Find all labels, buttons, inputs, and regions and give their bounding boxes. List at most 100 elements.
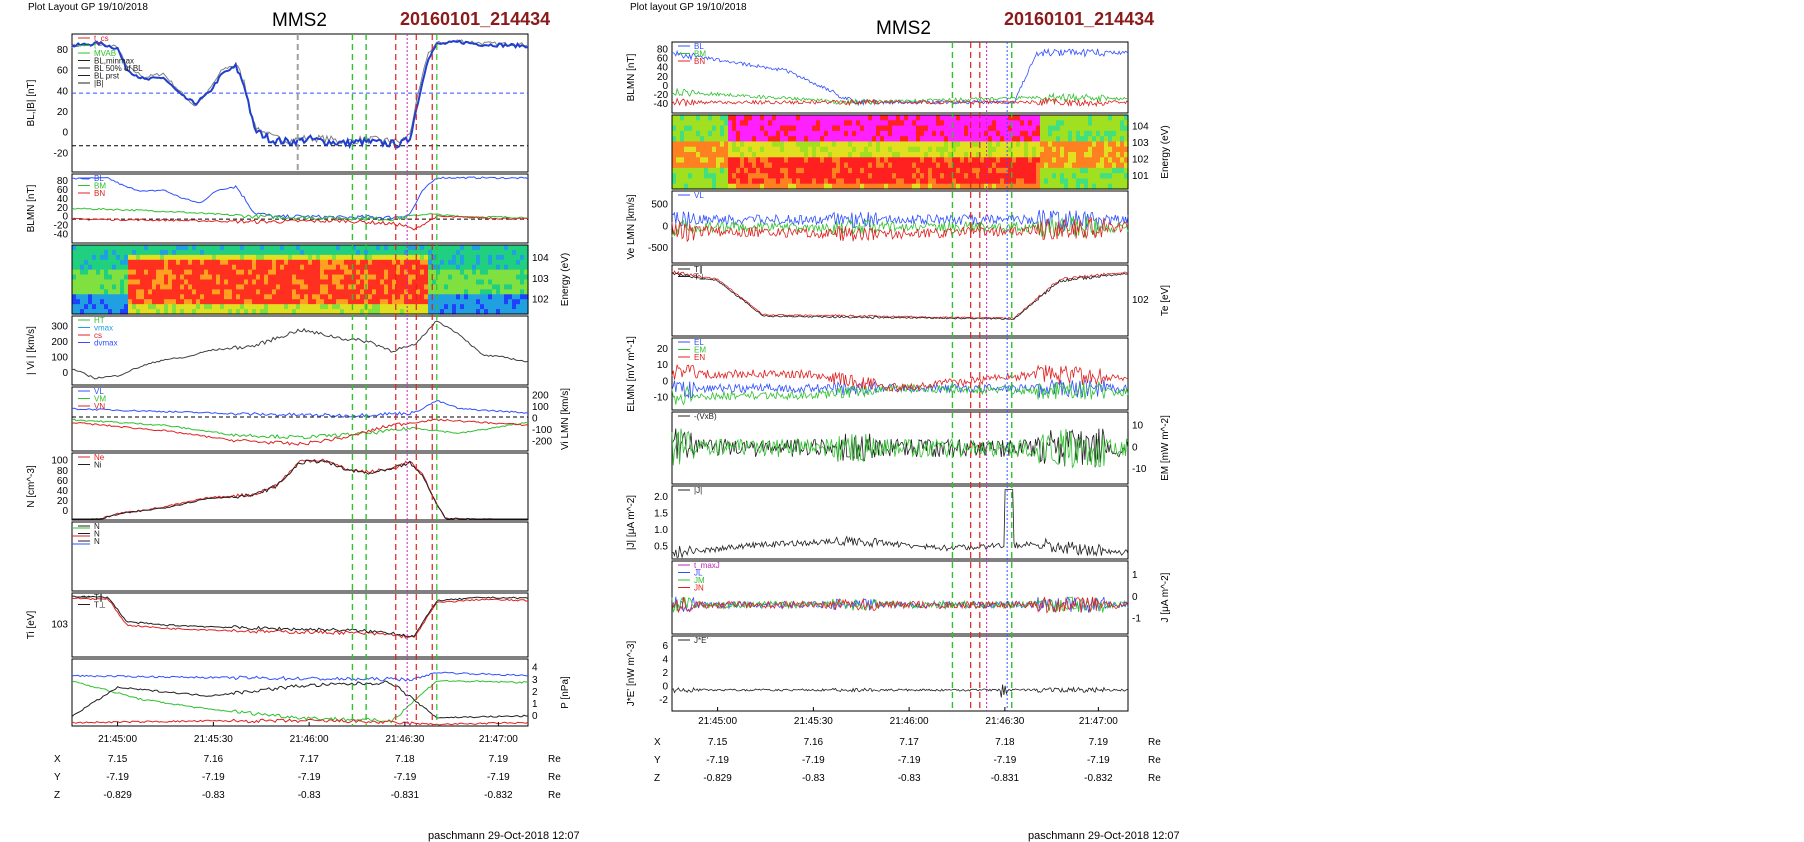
left-ion-energy-spectrogram-cell: [320, 289, 325, 295]
left-ion-energy-spectrogram-cell: [84, 264, 89, 271]
left-ion-energy-spectrogram-cell: [372, 245, 377, 251]
left-ion-energy-spectrogram-cell: [252, 245, 257, 251]
left-ion-energy-spectrogram-cell: [260, 284, 265, 290]
right-electron-energy-spectrogram-cell: [716, 157, 721, 164]
right-electron-energy-spectrogram-cell: [1076, 141, 1081, 148]
right-electron-energy-spectrogram-cell: [880, 183, 885, 190]
left-ion-energy-spectrogram-cell: [504, 274, 509, 281]
right-electron-energy-spectrogram-cell: [692, 120, 697, 127]
right-electron-energy-spectrogram-cell: [1064, 130, 1069, 137]
left-ion-energy-spectrogram-cell: [148, 245, 153, 251]
left-ion-energy-spectrogram-cell: [292, 274, 297, 281]
right-electron-energy-spectrogram-cell: [876, 167, 881, 174]
left-ion-energy-spectrogram-cell: [364, 269, 369, 276]
right-electron-energy-spectrogram-cell: [1000, 183, 1005, 190]
right-electron-energy-spectrogram-cell: [1092, 130, 1097, 137]
right-electron-energy-spectrogram-cell: [808, 120, 813, 127]
left-ion-energy-spectrogram-cell: [508, 249, 513, 256]
right-electron-energy-spectrogram-cell: [916, 178, 921, 185]
right-electron-energy-spectrogram-cell: [1104, 136, 1109, 143]
left-ion-energy-spectrogram-cell: [232, 245, 237, 251]
left-ion-energy-spectrogram-cell: [424, 304, 429, 310]
left-ion-energy-spectrogram-cell: [132, 245, 137, 251]
right-electron-energy-spectrogram-cell: [764, 120, 769, 127]
right-electron-energy-spectrogram-cell: [992, 167, 997, 174]
left-ion-energy-spectrogram-cell: [272, 279, 277, 286]
right-electron-energy-spectrogram-cell: [804, 130, 809, 137]
left-ion-energy-spectrogram-cell: [180, 254, 185, 261]
right-electron-energy-spectrogram-cell: [764, 136, 769, 143]
left-pressure-series-0: [71, 671, 529, 682]
left-ion-energy-spectrogram-cell: [104, 249, 109, 256]
left-ion-energy-spectrogram-cell: [276, 264, 281, 271]
right-electron-energy-spectrogram-cell: [1040, 136, 1045, 143]
right-electron-energy-spectrogram-cell: [700, 130, 705, 137]
right-electron-energy-spectrogram-cell: [800, 120, 805, 127]
right-electron-energy-spectrogram-cell: [744, 157, 749, 164]
right-electron-energy-spectrogram-cell: [1052, 167, 1057, 174]
right-electron-energy-spectrogram-cell: [1116, 130, 1121, 137]
left-ion-energy-spectrogram-cell: [396, 249, 401, 256]
left-ion-energy-spectrogram-cell: [348, 299, 353, 305]
right-Ve-LMN-legend-entry: VL: [694, 191, 704, 200]
left-ion-energy-spectrogram-cell: [324, 259, 329, 266]
right-electron-energy-spectrogram-cell: [912, 115, 917, 121]
right-electron-energy-spectrogram-cell: [964, 120, 969, 127]
right-electron-energy-spectrogram-cell: [684, 125, 689, 132]
left-ion-energy-spectrogram-cell: [332, 279, 337, 286]
left-ion-energy-spectrogram-cell: [476, 279, 481, 286]
right-electron-energy-spectrogram-cell: [932, 115, 937, 121]
left-Vi-LMN-legend-entry: VM: [94, 395, 106, 404]
left-N-components-legend-entry: N: [94, 530, 100, 539]
left-ion-energy-spectrogram-cell: [424, 274, 429, 281]
left-ion-energy-spectrogram-cell: [148, 264, 153, 271]
left-ion-energy-spectrogram-cell: [464, 279, 469, 286]
right-electron-energy-spectrogram-cell: [844, 146, 849, 153]
right-electron-energy-spectrogram-cell: [956, 125, 961, 132]
left-ion-energy-spectrogram-cell: [468, 289, 473, 295]
left-ion-energy-spectrogram-cell: [116, 279, 121, 286]
left-ion-energy-spectrogram-cell: [500, 264, 505, 271]
left-ion-energy-spectrogram-cell: [380, 294, 385, 300]
left-ion-energy-spectrogram-cell: [484, 259, 489, 266]
left-ion-energy-spectrogram-cell: [428, 249, 433, 256]
left-ion-energy-spectrogram-cell: [248, 264, 253, 271]
left-ion-energy-spectrogram-cell: [400, 245, 405, 251]
left-ion-energy-spectrogram-cell: [232, 264, 237, 271]
left-ion-energy-spectrogram-cell: [268, 304, 273, 310]
left-ion-energy-spectrogram-cell: [220, 309, 225, 315]
right-electron-energy-spectrogram-cell: [816, 162, 821, 169]
right-electron-energy-spectrogram-cell: [836, 125, 841, 132]
right-electron-energy-spectrogram-cell: [1116, 183, 1121, 190]
left-ion-energy-spectrogram-cell: [356, 294, 361, 300]
right-electron-energy-spectrogram-cell: [816, 152, 821, 158]
right-electron-energy-spectrogram-cell: [728, 178, 733, 185]
left-ion-energy-spectrogram-cell: [340, 309, 345, 315]
left-ion-energy-spectrogram-cell: [340, 269, 345, 276]
left-ion-energy-spectrogram-cell: [240, 274, 245, 281]
right-electron-energy-spectrogram-cell: [844, 157, 849, 164]
left-ion-energy-spectrogram-cell: [436, 259, 441, 266]
left-ion-energy-spectrogram-cell: [204, 294, 209, 300]
left-ion-energy-spectrogram-cell: [500, 269, 505, 276]
left-ion-energy-spectrogram-cell: [160, 279, 165, 286]
right-electron-energy-spectrogram-cell: [1068, 167, 1073, 174]
left-ion-energy-spectrogram-cell: [516, 279, 521, 286]
left-ion-energy-spectrogram-cell: [148, 249, 153, 256]
left-ion-energy-spectrogram-cell: [268, 289, 273, 295]
right-electron-energy-spectrogram-cell: [808, 157, 813, 164]
right-electron-energy-spectrogram-cell: [952, 167, 957, 174]
right-electron-energy-spectrogram-cell: [840, 183, 845, 190]
right-EM-panel: [671, 411, 1129, 485]
right-electron-energy-spectrogram-cell: [732, 120, 737, 127]
right-electron-energy-spectrogram-cell: [932, 130, 937, 137]
left-ion-energy-spectrogram-cell: [352, 284, 357, 290]
left-ion-energy-spectrogram-cell: [232, 294, 237, 300]
left-ion-energy-spectrogram-cell: [328, 289, 333, 295]
left-ion-energy-spectrogram-cell: [404, 299, 409, 305]
left-ion-energy-spectrogram-cell: [436, 274, 441, 281]
left-ion-energy-spectrogram-cell: [156, 254, 161, 261]
left-ion-energy-spectrogram-cell: [348, 309, 353, 315]
right-E-LMN-ytick: 10: [657, 360, 669, 371]
right-electron-energy-spectrogram-cell: [860, 136, 865, 143]
